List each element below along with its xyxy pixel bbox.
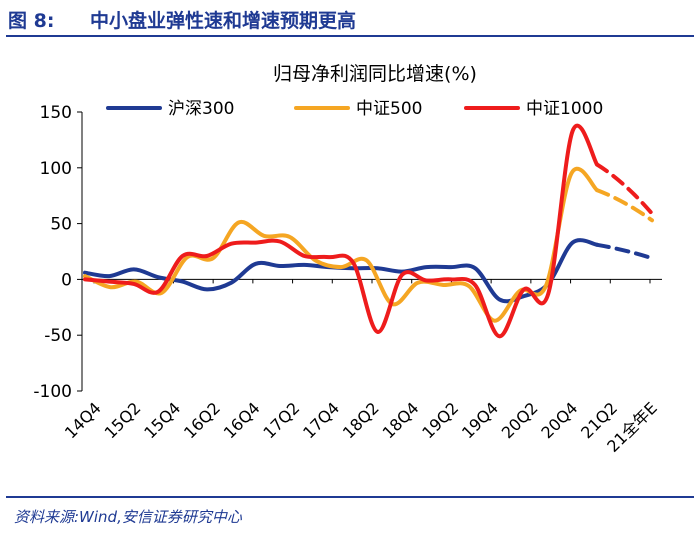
legend-label-3: 中证1000 xyxy=(526,99,603,119)
legend-label-2: 中证500 xyxy=(356,99,422,119)
chart-title: 归母净利润同比增速(%) xyxy=(273,63,477,85)
y-tick-label: 50 xyxy=(50,215,72,235)
series-forecast-3 xyxy=(595,162,654,216)
figure-title: 中小盘业弹性速和增速预期更高 xyxy=(90,10,357,32)
x-tick-label: 17Q2 xyxy=(259,398,303,442)
y-tick-label: 0 xyxy=(61,270,72,290)
x-tick-label: 18Q2 xyxy=(339,398,383,442)
figure-label: 图 8: xyxy=(8,10,55,32)
footer-divider xyxy=(6,496,694,498)
series-line-2 xyxy=(83,166,599,323)
x-tick-label: 16Q2 xyxy=(180,398,224,442)
legend-label-1: 沪深300 xyxy=(168,99,234,119)
x-tick-label: 20Q2 xyxy=(498,398,542,442)
x-tick-label: 19Q2 xyxy=(418,398,462,442)
x-tick-label: 15Q2 xyxy=(101,398,145,442)
y-tick-label: -50 xyxy=(44,326,72,346)
y-tick-label: 150 xyxy=(40,103,72,123)
y-tick-label: 100 xyxy=(40,159,72,179)
series-line-3 xyxy=(83,123,599,339)
legend: 沪深300 中证500 中证1000 xyxy=(106,99,603,119)
source-note: 资料来源:Wind,安信证券研究中心 xyxy=(14,508,242,526)
line-chart: 归母净利润同比增速(%) 沪深300 中证500 中证1000 150 100 50 0 -… xyxy=(33,63,662,456)
header-divider xyxy=(6,35,694,37)
series-forecast-2 xyxy=(595,188,654,223)
x-tick-label: 17Q4 xyxy=(299,398,343,442)
series-forecast-1 xyxy=(595,242,654,261)
x-tick-label: 19Q4 xyxy=(458,398,502,442)
series-layer xyxy=(83,123,654,339)
y-tick-label: -100 xyxy=(33,382,72,402)
x-tick-label: 20Q4 xyxy=(537,398,581,442)
x-tick-label: 16Q4 xyxy=(220,398,264,442)
figure-footer: 资料来源:Wind,安信证券研究中心 xyxy=(6,496,694,530)
x-tick-label: 18Q4 xyxy=(379,398,423,442)
x-tick-label: 14Q4 xyxy=(61,398,105,442)
figure-header: 图 8: 中小盘业弹性速和增速预期更高 xyxy=(6,4,694,37)
x-tick-label: 15Q4 xyxy=(140,398,184,442)
